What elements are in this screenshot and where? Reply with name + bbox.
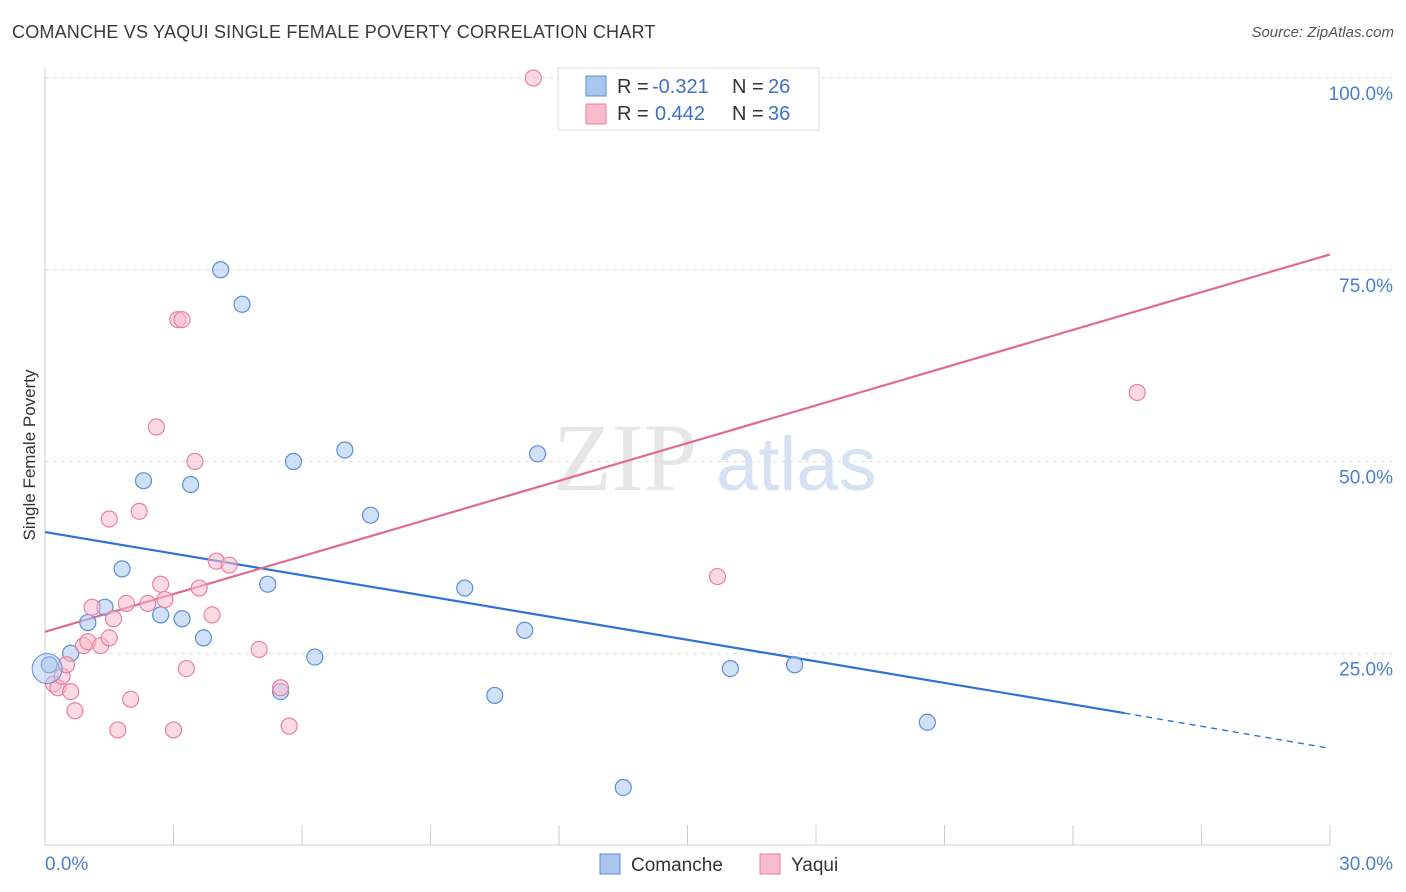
point-yaqui-19 [164,721,183,739]
point-comanche-21 [528,445,547,463]
point-comanche-25 [918,713,936,731]
point-comanche-22 [614,778,632,797]
point-comanche-11 [233,295,251,313]
axes [44,68,1331,846]
legend-n-value-1: 26 [768,76,790,98]
point-comanche-10 [212,261,230,279]
x-tick-labels: 0.0% 30.0% [45,854,1393,875]
point-comanche-16 [336,441,354,459]
point-yaqui-15 [130,502,148,520]
legend-n-value-2: 36 [768,103,790,125]
point-yaqui-17 [147,418,165,436]
point-yaqui-33 [524,69,542,87]
point-yaqui-24 [190,579,208,597]
x-tick-label-min: 0.0% [45,854,88,875]
point-yaqui-30 [280,717,298,735]
point-comanche-8 [182,475,200,494]
legend-n-label-1: N = [732,76,764,98]
point-yaqui-34 [708,567,727,586]
y-tick-label-25: 25.0% [1339,659,1393,680]
point-comanche-18 [456,579,474,597]
point-yaqui-8 [83,598,101,616]
point-yaqui-13 [117,594,135,612]
point-comanche-20 [516,621,534,639]
legend-swatch-yaqui [585,103,607,125]
trendline-extension-comanche [1124,712,1331,750]
point-yaqui-12 [100,510,118,528]
y-tick-label-75: 75.0% [1339,276,1393,297]
point-comanche-5 [134,472,153,490]
point-yaqui-31 [109,721,127,739]
y-tick-label-100: 100.0% [1329,84,1394,105]
grid-lines [45,77,1392,654]
point-comanche-24 [785,656,804,674]
data-points [31,69,1146,797]
correlation-legend: R = -0.321 N = 26 R = 0.442 N = 36 [557,67,820,131]
point-yaqui-25 [203,606,221,624]
point-cluster-left [31,653,63,685]
bottom-legend-yaqui: Yaqui [791,855,838,876]
point-comanche-7 [173,610,191,628]
point-yaqui-5 [66,702,84,720]
bottom-legend-comanche: Comanche [631,855,723,876]
legend-n-label-2: N = [732,103,764,125]
point-comanche-9 [194,629,213,647]
watermark-zip: ZIP [553,404,697,511]
point-yaqui-27 [220,556,238,574]
series-legend: Comanche Yaqui [599,853,838,876]
point-comanche-6 [152,606,170,624]
legend-r-label-1: R = [617,76,649,98]
point-yaqui-11 [104,610,123,628]
legend-swatch-comanche [585,75,607,97]
chart-title: COMANCHE VS YAQUI SINGLE FEMALE POVERTY … [12,22,656,42]
bottom-swatch-comanche [599,853,621,875]
point-comanche-15 [306,648,324,666]
bottom-swatch-yaqui [759,853,781,875]
point-yaqui-23 [186,452,204,471]
point-yaqui-18 [152,575,170,593]
point-comanche-14 [284,452,303,471]
y-tick-label-50: 50.0% [1339,468,1393,489]
point-yaqui-29 [271,679,290,697]
y-axis-label: Single Female Poverty [20,369,39,541]
x-tick-label-max: 30.0% [1339,854,1393,875]
point-yaqui-35 [1128,383,1146,402]
point-comanche-23 [721,659,739,678]
source-label: Source: ZipAtlas.com [1251,24,1394,41]
point-comanche-0 [40,656,58,674]
point-yaqui-10 [100,629,118,647]
point-yaqui-22 [177,659,195,678]
legend-r-label-2: R = [617,103,649,125]
point-yaqui-14 [122,690,140,708]
legend-r-value-2: 0.442 [655,103,705,125]
point-comanche-19 [486,686,504,705]
point-comanche-12 [259,575,277,593]
watermark-atlas: atlas [716,422,877,507]
point-yaqui-28 [250,640,268,659]
point-comanche-2 [79,613,97,632]
legend-r-value-1: -0.321 [652,76,709,98]
y-tick-labels: 25.0% 50.0% 75.0% 100.0% [1329,84,1394,680]
point-comanche-4 [113,560,131,578]
point-yaqui-32 [156,590,174,609]
trendline-comanche [44,530,1125,715]
point-comanche-17 [361,506,380,524]
point-yaqui-4 [62,682,80,701]
trendline-yaqui [44,253,1331,633]
point-yaqui-16 [139,594,157,612]
point-yaqui-21 [173,311,191,329]
